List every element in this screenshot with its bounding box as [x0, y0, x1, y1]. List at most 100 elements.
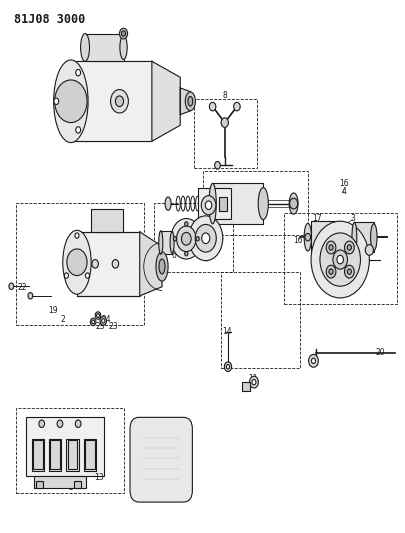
Bar — [154, 203, 233, 272]
Text: 17: 17 — [312, 214, 322, 223]
Circle shape — [209, 102, 216, 111]
Ellipse shape — [258, 188, 268, 220]
Circle shape — [249, 376, 258, 388]
Ellipse shape — [159, 231, 163, 254]
Ellipse shape — [53, 60, 88, 142]
Ellipse shape — [156, 252, 168, 281]
Text: 11: 11 — [248, 374, 258, 383]
Circle shape — [347, 269, 352, 274]
Circle shape — [311, 221, 369, 298]
Ellipse shape — [165, 197, 171, 211]
Ellipse shape — [63, 230, 91, 294]
Ellipse shape — [81, 34, 90, 61]
Circle shape — [320, 233, 360, 286]
Circle shape — [201, 196, 216, 215]
Polygon shape — [180, 88, 190, 115]
Bar — [84, 439, 96, 471]
Circle shape — [92, 320, 95, 324]
Ellipse shape — [159, 259, 165, 274]
Circle shape — [55, 80, 87, 123]
Text: 13: 13 — [94, 473, 104, 481]
Circle shape — [100, 317, 107, 325]
Circle shape — [95, 312, 101, 319]
Circle shape — [119, 28, 128, 39]
Bar — [194, 99, 257, 168]
Circle shape — [202, 233, 210, 244]
Bar — [50, 440, 60, 469]
Circle shape — [122, 31, 126, 36]
Text: 10: 10 — [197, 231, 207, 240]
Bar — [33, 440, 43, 469]
Text: 15: 15 — [210, 190, 220, 199]
Circle shape — [205, 201, 212, 209]
Text: 8: 8 — [222, 92, 227, 100]
Bar — [74, 481, 81, 488]
Circle shape — [221, 118, 228, 127]
Circle shape — [234, 102, 240, 111]
Circle shape — [195, 224, 216, 252]
Bar — [16, 408, 124, 493]
Circle shape — [215, 161, 220, 169]
Text: 16: 16 — [293, 237, 303, 245]
Bar — [198, 188, 231, 219]
Text: 2: 2 — [60, 316, 65, 324]
Circle shape — [64, 273, 68, 278]
Text: 22: 22 — [17, 284, 27, 292]
Circle shape — [96, 313, 100, 317]
Circle shape — [39, 420, 45, 427]
Ellipse shape — [120, 35, 127, 59]
Ellipse shape — [304, 223, 311, 251]
Bar — [34, 476, 86, 488]
Text: 18: 18 — [202, 233, 211, 241]
Bar — [311, 221, 341, 253]
Polygon shape — [152, 61, 180, 141]
Bar — [213, 183, 263, 224]
Circle shape — [226, 365, 230, 369]
Bar — [16, 203, 144, 325]
Text: 81J08 3000: 81J08 3000 — [14, 13, 85, 26]
Circle shape — [189, 216, 223, 261]
Text: 9: 9 — [192, 238, 197, 247]
Circle shape — [252, 379, 256, 385]
Text: 16: 16 — [339, 180, 349, 188]
Circle shape — [92, 260, 98, 268]
Bar — [71, 61, 152, 141]
Circle shape — [337, 255, 343, 264]
Circle shape — [185, 222, 188, 226]
Circle shape — [57, 420, 63, 427]
Circle shape — [329, 269, 333, 274]
Circle shape — [177, 226, 196, 252]
Text: 19: 19 — [48, 306, 58, 314]
Text: 7: 7 — [214, 164, 219, 172]
Circle shape — [196, 237, 199, 241]
FancyBboxPatch shape — [130, 417, 192, 502]
Bar — [221, 272, 300, 368]
Circle shape — [28, 293, 33, 299]
Bar — [85, 440, 95, 469]
Bar — [32, 439, 44, 471]
Bar — [85, 34, 124, 61]
Bar — [66, 439, 79, 471]
Circle shape — [309, 354, 318, 367]
Ellipse shape — [371, 224, 377, 251]
Bar — [219, 197, 227, 211]
Text: 20: 20 — [376, 349, 386, 357]
Text: 1: 1 — [133, 129, 138, 138]
Circle shape — [333, 250, 347, 269]
Bar — [202, 171, 308, 235]
Text: 4: 4 — [342, 188, 347, 196]
Polygon shape — [140, 232, 162, 296]
Circle shape — [9, 283, 14, 289]
Ellipse shape — [209, 183, 216, 224]
Circle shape — [102, 319, 105, 323]
Text: 25: 25 — [96, 322, 105, 331]
Text: 24: 24 — [101, 316, 111, 324]
Circle shape — [347, 245, 352, 250]
Circle shape — [85, 273, 90, 278]
Ellipse shape — [188, 96, 193, 106]
Bar — [242, 382, 250, 391]
Bar — [26, 417, 104, 476]
Circle shape — [345, 241, 354, 254]
Text: 23: 23 — [109, 322, 118, 331]
Text: 6: 6 — [172, 252, 177, 260]
